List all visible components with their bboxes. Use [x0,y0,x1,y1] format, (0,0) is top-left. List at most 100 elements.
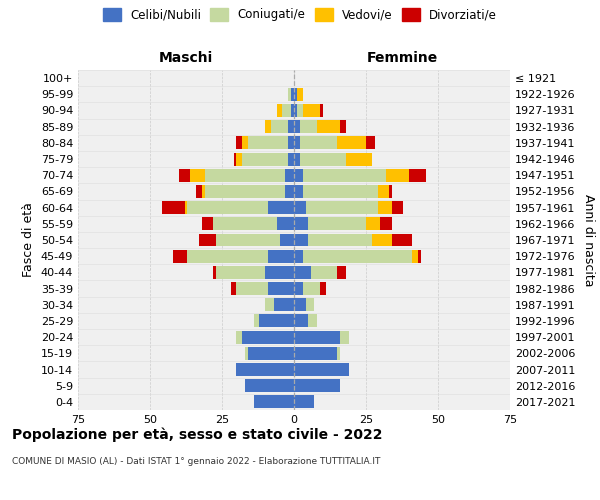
Bar [294,234,308,246]
Bar [302,169,386,181]
Bar [288,152,294,166]
Bar [294,201,305,214]
Bar [412,250,418,262]
Bar [320,282,326,295]
Bar [377,201,392,214]
Bar [242,152,288,166]
Bar [294,282,302,295]
Bar [377,185,389,198]
Y-axis label: Anni di nascita: Anni di nascita [582,194,595,286]
Bar [233,152,236,166]
Bar [392,201,403,214]
Bar [265,120,271,133]
Bar [187,250,268,262]
Bar [294,266,311,279]
Bar [259,314,294,328]
Bar [302,282,320,295]
Bar [305,201,377,214]
Bar [245,347,248,360]
Bar [302,250,412,262]
Bar [173,250,187,262]
Bar [297,88,302,101]
Bar [242,136,248,149]
Bar [294,363,349,376]
Bar [294,104,297,117]
Bar [196,185,202,198]
Bar [294,169,302,181]
Bar [202,218,214,230]
Bar [300,152,346,166]
Bar [280,234,294,246]
Bar [317,120,340,133]
Bar [302,104,320,117]
Bar [337,266,346,279]
Bar [366,136,374,149]
Text: Femmine: Femmine [367,51,437,65]
Bar [346,152,372,166]
Bar [277,218,294,230]
Bar [268,282,294,295]
Bar [245,379,294,392]
Bar [271,120,288,133]
Bar [265,298,274,311]
Bar [161,201,185,214]
Bar [199,234,216,246]
Bar [340,120,346,133]
Bar [288,136,294,149]
Bar [236,330,242,344]
Bar [308,314,317,328]
Bar [389,185,392,198]
Bar [214,266,216,279]
Bar [386,169,409,181]
Bar [236,363,294,376]
Text: Popolazione per età, sesso e stato civile - 2022: Popolazione per età, sesso e stato civil… [12,428,383,442]
Bar [418,250,421,262]
Bar [372,234,392,246]
Bar [185,201,187,214]
Bar [288,120,294,133]
Bar [254,396,294,408]
Bar [205,169,286,181]
Bar [380,218,392,230]
Bar [248,347,294,360]
Bar [294,330,340,344]
Bar [302,185,377,198]
Text: Maschi: Maschi [159,51,213,65]
Bar [230,282,236,295]
Bar [286,185,294,198]
Bar [294,136,300,149]
Bar [277,104,283,117]
Bar [320,104,323,117]
Bar [294,396,314,408]
Bar [236,282,268,295]
Bar [216,266,265,279]
Bar [216,234,280,246]
Bar [308,218,366,230]
Legend: Celibi/Nubili, Coniugati/e, Vedovi/e, Divorziati/e: Celibi/Nubili, Coniugati/e, Vedovi/e, Di… [103,8,497,22]
Bar [308,234,372,246]
Bar [311,266,337,279]
Bar [300,120,317,133]
Bar [305,298,314,311]
Bar [291,104,294,117]
Bar [294,314,308,328]
Bar [294,379,340,392]
Bar [294,347,337,360]
Bar [291,88,294,101]
Bar [337,347,340,360]
Text: COMUNE DI MASIO (AL) - Dati ISTAT 1° gennaio 2022 - Elaborazione TUTTITALIA.IT: COMUNE DI MASIO (AL) - Dati ISTAT 1° gen… [12,458,380,466]
Y-axis label: Fasce di età: Fasce di età [22,202,35,278]
Bar [179,169,190,181]
Bar [286,169,294,181]
Bar [214,218,277,230]
Bar [294,298,305,311]
Bar [190,169,205,181]
Bar [236,152,242,166]
Bar [294,185,302,198]
Bar [205,185,286,198]
Bar [202,185,205,198]
Bar [340,330,349,344]
Bar [294,152,300,166]
Bar [294,120,300,133]
Bar [236,136,242,149]
